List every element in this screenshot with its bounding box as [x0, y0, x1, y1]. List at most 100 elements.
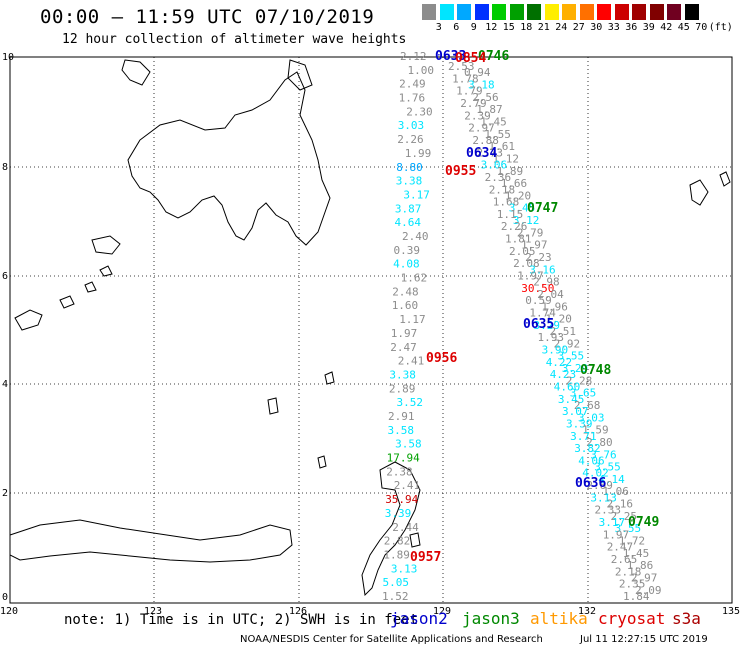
wave-height-value: 2.89: [389, 382, 416, 395]
coastlines: [9, 59, 731, 597]
scale-swatch: [667, 4, 681, 20]
footer-credit: NOAA/NESDIS Center for Satellite Applica…: [240, 634, 543, 645]
wave-height-value: 3.39: [566, 417, 593, 430]
pass-time-label: 0748: [580, 363, 611, 378]
wave-height-value: 3.65: [570, 387, 597, 400]
wave-height-value: 2.16: [607, 498, 634, 511]
wave-height-value: 3.29: [534, 319, 561, 332]
wave-height-value: 3.71: [570, 430, 597, 443]
coast-sulu: [14, 265, 113, 331]
scale-label: 42: [660, 22, 673, 33]
wave-height-value: 3.52: [397, 396, 424, 409]
wave-height-value: 1.55: [484, 128, 511, 141]
wave-height-value: 2.04: [537, 288, 564, 301]
wave-height-value: 3.16: [529, 263, 556, 276]
wave-height-value: 2.47: [390, 341, 417, 354]
wave-height-value: 2.56: [472, 91, 499, 104]
wave-height-value: 3.55: [558, 350, 585, 363]
pass-time-label: 0749: [628, 515, 659, 530]
scale-label: 6: [453, 22, 460, 33]
scale-swatch: [457, 4, 471, 20]
lat-lon-grid: [10, 57, 732, 603]
wave-height-value: 4.08: [393, 258, 420, 271]
wave-height-value: 1.59: [582, 424, 609, 437]
scale-swatch: [649, 4, 664, 20]
wave-height-value: 4.14: [598, 473, 625, 486]
wave-height-value: 2.41: [394, 479, 421, 492]
footer-timestamp: Jul 11 12:27:15 UTC 2019: [580, 634, 708, 645]
wave-height-value: 3.03: [398, 119, 425, 132]
scale-swatch: [439, 4, 454, 20]
wave-height-value: 1.52: [382, 590, 409, 603]
wave-height-value: 1.60: [392, 299, 419, 312]
coast-mindanao: [127, 71, 331, 246]
scale-label: 30: [590, 22, 603, 33]
wave-height-value: 2.68: [574, 399, 601, 412]
wave-height-value: 2.33: [595, 504, 622, 517]
wave-height-value: 2.51: [550, 325, 577, 338]
pass-time-label: 0633: [435, 49, 466, 64]
wave-height-value: 1.66: [501, 177, 528, 190]
wave-height-value: 1.81: [505, 233, 532, 246]
wave-height-value: 3.38: [389, 369, 416, 382]
wave-height-value: 2.49: [399, 78, 426, 91]
wave-height-value: 4.60: [554, 381, 581, 394]
pass-time-label: 0746: [478, 49, 509, 64]
scale-label: 18: [520, 22, 533, 33]
coast-small-islands: [267, 371, 421, 548]
wave-height-value: 1.97: [391, 327, 418, 340]
wave-height-value: 2.65: [611, 553, 638, 566]
scale-swatch: [562, 4, 576, 20]
wave-height-value: 3.17: [599, 516, 626, 529]
wave-height-value: 4.23: [550, 368, 577, 381]
wave-height-value: 1.97: [603, 528, 630, 541]
wave-height-value: 2.36: [485, 171, 512, 184]
x-axis-ticks: 120 123 126 129 132 135: [0, 606, 740, 617]
wave-height-value: 2.97: [631, 572, 658, 585]
wave-height-value: 8.80: [396, 161, 423, 174]
scale-swatch: [422, 4, 436, 20]
wave-height-value: 1.61: [489, 140, 516, 153]
wave-height-value: 17.94: [387, 452, 420, 465]
wave-height-value: 1.06: [602, 485, 629, 498]
y-tick-label: 2: [2, 488, 8, 499]
legend-altika: altika: [530, 609, 588, 628]
wave-height-value: 3.90: [542, 344, 569, 357]
y-tick-label: 0: [2, 592, 8, 603]
wave-height-value: 3.76: [590, 448, 617, 461]
scale-label: 3: [435, 22, 442, 33]
wave-height-value: 1.96: [541, 300, 568, 313]
pass-time-label: 0955: [445, 164, 476, 179]
wave-height-value: 3.38: [396, 175, 423, 188]
y-tick-label: 8: [2, 162, 8, 173]
x-tick-label: 135: [722, 606, 740, 617]
wave-height-value: 0.59: [525, 294, 552, 307]
pass-time-label: 0747: [527, 201, 558, 216]
wave-height-value: 2.05: [509, 245, 536, 258]
pass-time-label: 0634: [466, 146, 497, 161]
wave-height-value: 1.45: [480, 116, 507, 129]
wave-height-value: 2.69: [586, 479, 613, 492]
wave-height-value: 1.84: [623, 590, 650, 603]
wave-height-value: 1.45: [623, 547, 650, 560]
wave-height-value: 1.17: [399, 313, 426, 326]
wave-height-value: 3.45: [509, 202, 536, 215]
wave-height-value: 1.20: [505, 189, 532, 202]
wave-height-value: 3.03: [578, 411, 605, 424]
wave-height-value: 2.79: [517, 226, 544, 239]
wave-height-value: 2.28: [566, 374, 593, 387]
wave-height-value: 1.79: [456, 85, 483, 98]
wave-height-value: 3.06: [481, 159, 508, 172]
wave-height-value: 3.29: [562, 362, 589, 375]
wave-height-value: 3.45: [558, 393, 585, 406]
wave-height-value: 2.40: [402, 230, 429, 243]
track-b-values: 2.530.941.783.181.792.562.791.872.391.45…: [448, 60, 662, 603]
y-axis-ticks: 10 8 6 4 2 0: [2, 52, 14, 603]
legend-jason2: jason2: [390, 609, 448, 628]
wave-height-value: 2.79: [460, 97, 487, 110]
wave-height-value: 2.18: [615, 565, 642, 578]
wave-height-value: 3.58: [388, 424, 415, 437]
wave-height-value: 1.86: [627, 559, 654, 572]
scale-swatch: [597, 4, 611, 20]
